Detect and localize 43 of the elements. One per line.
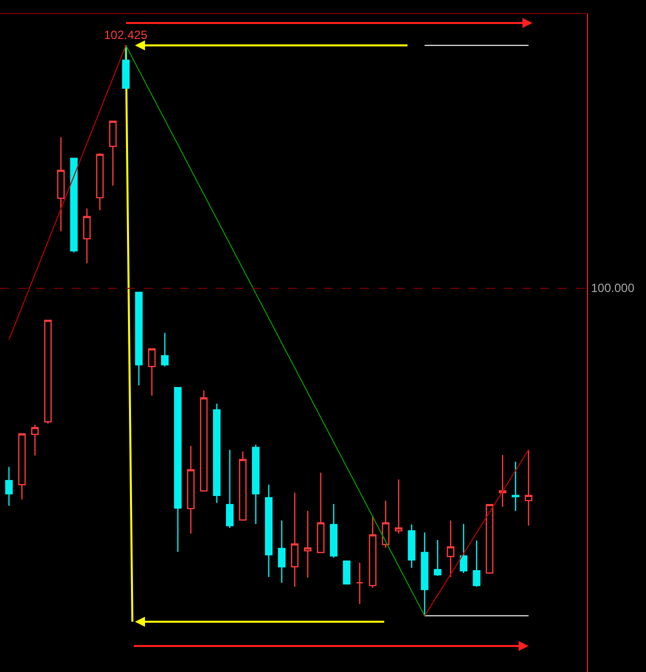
candlestick (213, 403, 221, 504)
candlestick (200, 390, 208, 492)
candlestick (264, 484, 273, 578)
candlestick (174, 387, 182, 553)
candlestick (18, 433, 26, 500)
candlestick (252, 444, 260, 525)
candlestick (394, 478, 402, 534)
candlestick (486, 503, 494, 574)
candlestick (524, 449, 532, 526)
candlestick (408, 524, 416, 568)
candlestick (304, 510, 312, 578)
candlestick (512, 461, 520, 512)
candlestick (96, 152, 104, 211)
candlestick (135, 292, 143, 386)
candlestick (290, 492, 299, 588)
candlestick (316, 472, 324, 554)
candlestick (434, 539, 442, 576)
candlestick (460, 523, 468, 574)
candlestick (226, 449, 234, 529)
candlestick (446, 520, 454, 578)
candlestick (368, 516, 376, 588)
candlestick (382, 500, 390, 549)
candlestick (161, 332, 169, 368)
candlestick (187, 445, 195, 534)
candlestick (122, 44, 130, 89)
candlestick (278, 520, 286, 584)
candlestick (420, 532, 428, 616)
candlestick (342, 560, 350, 584)
candlestick (5, 466, 13, 506)
candlestick (83, 208, 91, 264)
candlestick (70, 158, 78, 254)
candlestick (31, 424, 39, 456)
candlestick (472, 540, 480, 588)
candlestick (356, 562, 364, 604)
candlestick (498, 454, 506, 508)
candlestick (238, 450, 247, 521)
candlestick (57, 136, 65, 232)
candlestick (330, 503, 338, 558)
candlestick (148, 348, 156, 396)
candlestick (109, 120, 117, 186)
candlestick (44, 319, 52, 424)
text: 100.000 (591, 281, 635, 295)
annotation: 102.425 (104, 28, 148, 42)
